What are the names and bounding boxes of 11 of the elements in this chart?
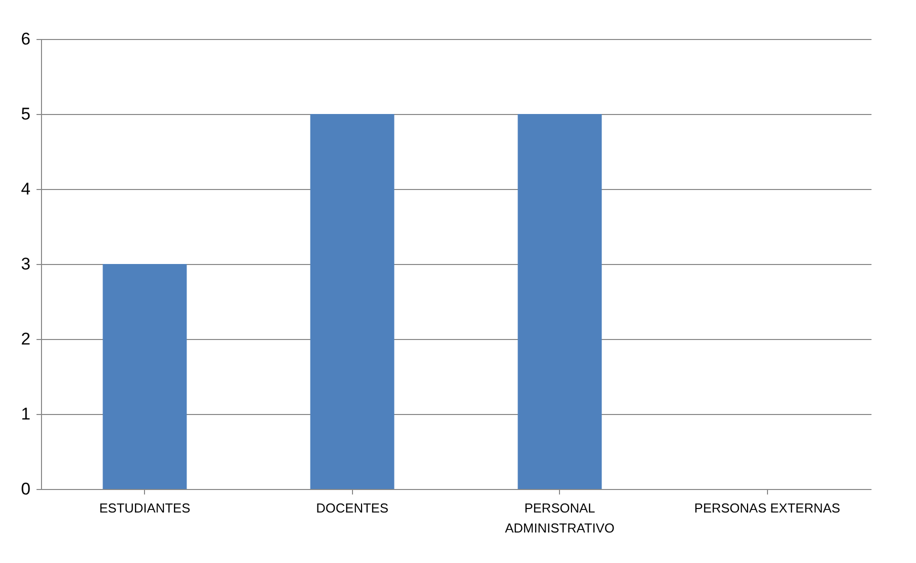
y-tick-label: 4 — [21, 180, 30, 198]
x-tick-label: DOCENTES — [316, 500, 389, 516]
y-tick-label: 3 — [21, 254, 30, 274]
y-tick-label: 2 — [21, 330, 30, 348]
x-tick-label: ESTUDIANTES — [99, 500, 191, 516]
y-tick-label: 6 — [21, 30, 30, 48]
y-tick-label: 1 — [21, 404, 30, 424]
x-tick-label: PERSONAL ADMINISTRATIVO — [504, 500, 615, 536]
y-tick-label: 5 — [21, 104, 30, 124]
x-tick-label: PERSONAS EXTERNAS — [694, 500, 841, 516]
y-tick-label: 0 — [21, 480, 30, 498]
